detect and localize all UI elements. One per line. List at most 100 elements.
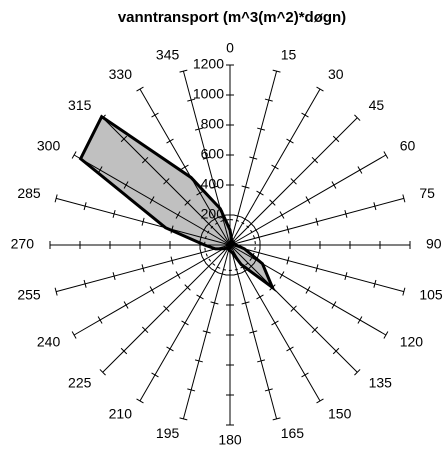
tick-mark	[141, 264, 145, 273]
category-label: 225	[68, 374, 92, 390]
tick-mark	[149, 196, 155, 204]
tick-mark	[301, 372, 309, 378]
tick-mark	[71, 151, 77, 159]
tick-mark	[311, 156, 319, 164]
tick-mark	[179, 69, 188, 73]
tick-mark	[249, 330, 258, 334]
category-label: 300	[37, 138, 61, 154]
tick-mark	[54, 194, 58, 203]
category-label: 180	[218, 432, 242, 448]
category-label: 150	[328, 405, 352, 421]
tick-mark	[187, 98, 196, 102]
tick-mark	[315, 217, 319, 226]
tick-mark	[141, 217, 145, 226]
tick-mark	[402, 287, 406, 296]
tick-mark	[175, 211, 181, 219]
category-label: 90	[426, 236, 442, 252]
tick-mark	[141, 156, 149, 164]
tick-mark	[316, 86, 324, 92]
tick-mark	[286, 256, 290, 265]
tick-mark	[269, 284, 276, 291]
tick-mark	[383, 331, 389, 339]
category-label: 210	[109, 405, 133, 421]
tick-mark	[286, 138, 294, 144]
tick-mark	[218, 272, 227, 276]
tick-mark	[305, 286, 311, 294]
tick-mark	[279, 211, 285, 219]
tick-mark	[248, 263, 255, 270]
tick-mark	[149, 286, 155, 294]
category-label: 255	[17, 286, 41, 302]
tick-mark	[184, 199, 191, 206]
category-label: 270	[11, 236, 35, 252]
tick-mark	[241, 268, 249, 274]
tick-mark	[112, 209, 116, 218]
tick-mark	[249, 156, 258, 160]
tick-mark	[163, 305, 170, 312]
tick-mark	[233, 214, 242, 218]
tick-mark	[201, 226, 207, 234]
tick-mark	[402, 194, 406, 203]
tick-mark	[179, 417, 188, 421]
tick-mark	[241, 301, 250, 305]
tick-mark	[99, 114, 106, 121]
tick-mark	[301, 112, 309, 118]
category-label: 135	[369, 374, 393, 390]
tick-mark	[196, 190, 204, 196]
tick-mark	[315, 264, 319, 273]
category-label: 285	[17, 185, 41, 201]
tick-mark	[354, 369, 361, 376]
tick-mark	[271, 164, 279, 170]
tick-mark	[120, 347, 128, 355]
tick-mark	[83, 202, 87, 211]
tick-mark	[194, 127, 203, 131]
tick-mark	[166, 138, 174, 144]
tick-mark	[187, 388, 196, 392]
tick-mark	[264, 388, 273, 392]
tick-mark	[332, 135, 340, 143]
tick-mark	[279, 271, 285, 279]
tick-mark	[170, 256, 174, 265]
tick-mark	[354, 114, 361, 121]
tick-mark	[218, 214, 227, 218]
tick-mark	[241, 185, 250, 189]
tick-mark	[272, 417, 281, 421]
y-tick-label: 1200	[193, 56, 224, 72]
tick-mark	[357, 316, 363, 324]
tick-mark	[181, 164, 189, 170]
category-label: 330	[109, 66, 133, 82]
tick-mark	[332, 347, 340, 355]
tick-mark	[383, 151, 389, 159]
tick-mark	[256, 294, 264, 300]
tick-mark	[120, 135, 128, 143]
tick-mark	[257, 233, 261, 242]
tick-mark	[311, 326, 319, 334]
category-label: 75	[419, 185, 435, 201]
tick-mark	[248, 220, 255, 227]
tick-mark	[316, 398, 324, 404]
y-tick-label: 200	[201, 206, 225, 222]
category-label: 315	[68, 97, 92, 113]
category-label: 0	[226, 40, 234, 56]
tick-mark	[264, 98, 273, 102]
tick-mark	[344, 209, 348, 218]
tick-mark	[199, 233, 203, 242]
tick-mark	[290, 305, 297, 312]
tick-mark	[331, 301, 337, 309]
category-label: 345	[156, 46, 180, 62]
tick-mark	[271, 320, 279, 326]
tick-mark	[99, 369, 106, 376]
tick-mark	[184, 284, 191, 291]
tick-mark	[97, 316, 103, 324]
tick-mark	[123, 301, 129, 309]
tick-mark	[202, 156, 211, 160]
y-tick-label: 600	[201, 146, 225, 162]
category-label: 120	[400, 334, 424, 350]
tick-mark	[170, 225, 174, 234]
tick-mark	[151, 372, 159, 378]
tick-mark	[136, 86, 144, 92]
tick-mark	[83, 279, 87, 288]
tick-mark	[136, 398, 144, 404]
